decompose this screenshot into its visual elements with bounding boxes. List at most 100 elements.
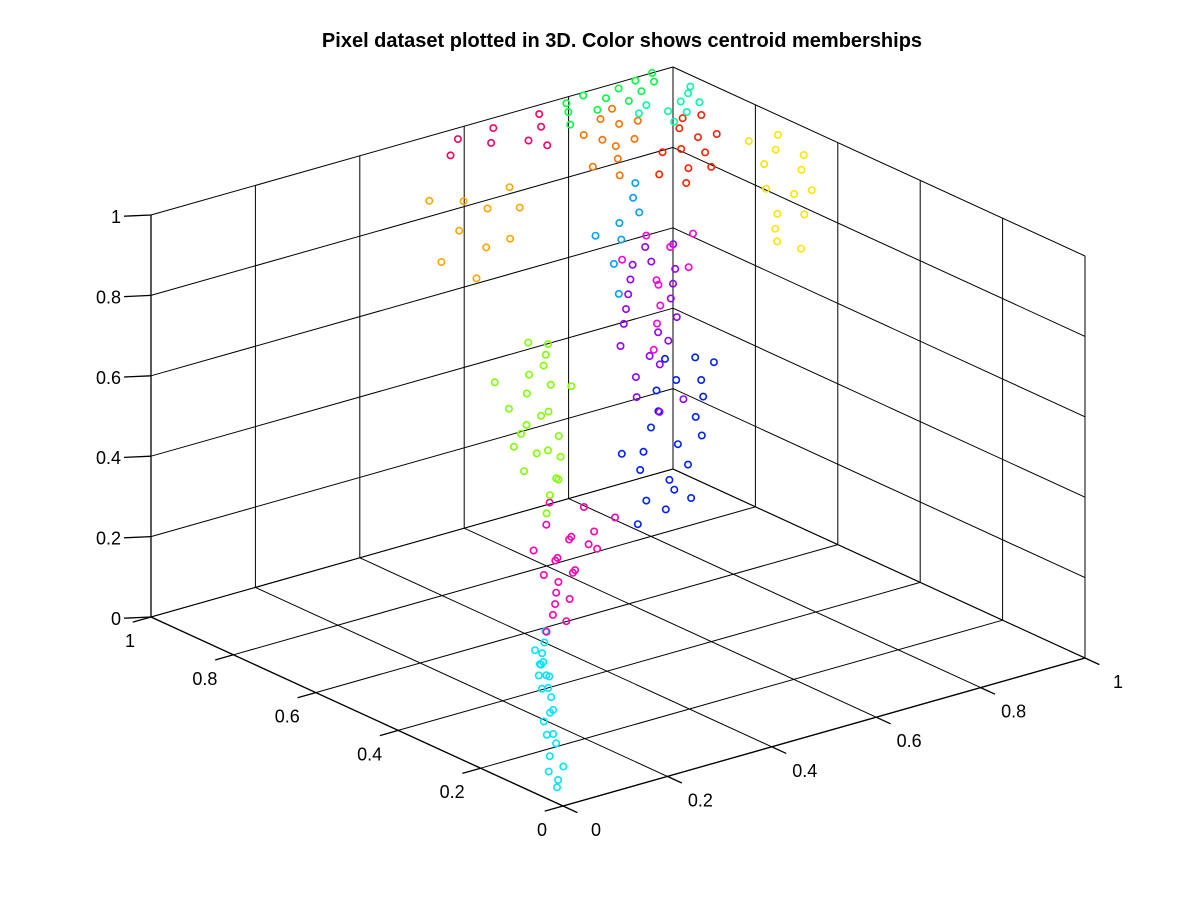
data-point	[683, 460, 692, 469]
data-point	[552, 783, 561, 792]
data-point	[579, 91, 588, 100]
data-point	[682, 108, 691, 117]
x-tick-label: 0.6	[897, 731, 922, 751]
data-point	[519, 467, 528, 476]
data-point	[534, 671, 543, 680]
data-point	[522, 389, 531, 398]
data-point	[617, 235, 626, 244]
data-point	[672, 375, 681, 384]
data-point	[515, 203, 524, 212]
data-point	[771, 145, 780, 154]
data-point	[522, 420, 531, 429]
data-point	[593, 105, 602, 114]
data-point	[509, 442, 518, 451]
side-wall-grid-line	[672, 468, 1086, 659]
data-point	[649, 77, 658, 86]
data-point	[691, 412, 700, 421]
x-tick-label: 0.4	[792, 761, 817, 781]
data-point	[552, 739, 561, 748]
data-point	[771, 224, 780, 233]
data-point	[554, 475, 563, 484]
data-point	[542, 671, 551, 680]
data-point	[541, 350, 550, 359]
data-point	[537, 411, 546, 420]
x-tick-mark	[875, 716, 891, 725]
data-point	[544, 767, 553, 776]
back-wall-grid-line	[150, 468, 674, 618]
data-point	[631, 373, 640, 382]
data-point	[483, 204, 492, 213]
data-point	[566, 120, 575, 129]
axes	[124, 214, 1100, 814]
data-point	[652, 276, 661, 285]
data-point	[524, 370, 533, 379]
tick-labels: 00.20.40.60.8100.20.40.60.8100.20.40.60.…	[96, 207, 1123, 840]
data-point	[682, 179, 691, 188]
data-point	[614, 289, 623, 298]
x-tick-mark	[562, 805, 578, 814]
data-point	[546, 380, 555, 389]
data-point	[773, 237, 782, 246]
data-point	[626, 275, 635, 284]
data-point	[655, 170, 664, 179]
data-point	[537, 122, 546, 131]
data-point	[535, 110, 544, 119]
data-point	[545, 752, 554, 761]
z-tick-mark	[124, 214, 152, 217]
data-point	[744, 137, 753, 146]
data-point	[707, 162, 716, 171]
data-point	[617, 449, 626, 458]
data-point	[646, 423, 655, 432]
side-wall-grid-line	[672, 66, 1086, 257]
data-point	[773, 130, 782, 139]
data-point	[539, 570, 548, 579]
data-point	[663, 107, 672, 116]
floor-grid-line	[398, 581, 921, 731]
data-point	[773, 209, 782, 218]
data-point	[671, 264, 680, 273]
data-point	[545, 491, 554, 500]
data-point	[616, 341, 625, 350]
data-point	[634, 109, 643, 118]
data-point	[607, 104, 616, 113]
y-axis-line	[150, 616, 564, 807]
data-point	[548, 610, 557, 619]
data-point	[562, 99, 571, 108]
data-point	[540, 638, 549, 647]
data-point	[701, 148, 710, 157]
data-point	[800, 210, 809, 219]
data-point	[684, 263, 693, 272]
data-point	[455, 226, 464, 235]
data-point	[591, 231, 600, 240]
data-point	[664, 336, 673, 345]
data-point	[544, 407, 553, 416]
data-point	[506, 234, 515, 243]
data-point	[633, 520, 642, 529]
z-tick-label: 1	[111, 207, 121, 227]
data-point	[665, 475, 674, 484]
data-point	[524, 136, 533, 145]
data-point	[543, 141, 552, 150]
z-tick-mark	[124, 294, 152, 298]
data-point	[660, 354, 669, 363]
data-point	[687, 493, 696, 502]
data-point	[676, 97, 685, 106]
data-point	[790, 190, 799, 199]
z-tick-mark	[124, 535, 152, 539]
data-point	[799, 151, 808, 160]
data-point	[621, 305, 630, 314]
x-tick-mark	[1084, 657, 1100, 666]
data-point	[630, 134, 639, 143]
data-point	[695, 98, 704, 107]
data-point	[654, 280, 663, 289]
data-point	[655, 407, 664, 416]
data-point	[697, 111, 706, 120]
data-point	[632, 393, 641, 402]
data-point	[472, 274, 481, 283]
data-point	[611, 142, 620, 151]
data-point	[675, 124, 684, 133]
data-point	[596, 115, 605, 124]
data-point	[593, 544, 602, 553]
data-point	[637, 87, 646, 96]
data-point	[489, 124, 498, 133]
